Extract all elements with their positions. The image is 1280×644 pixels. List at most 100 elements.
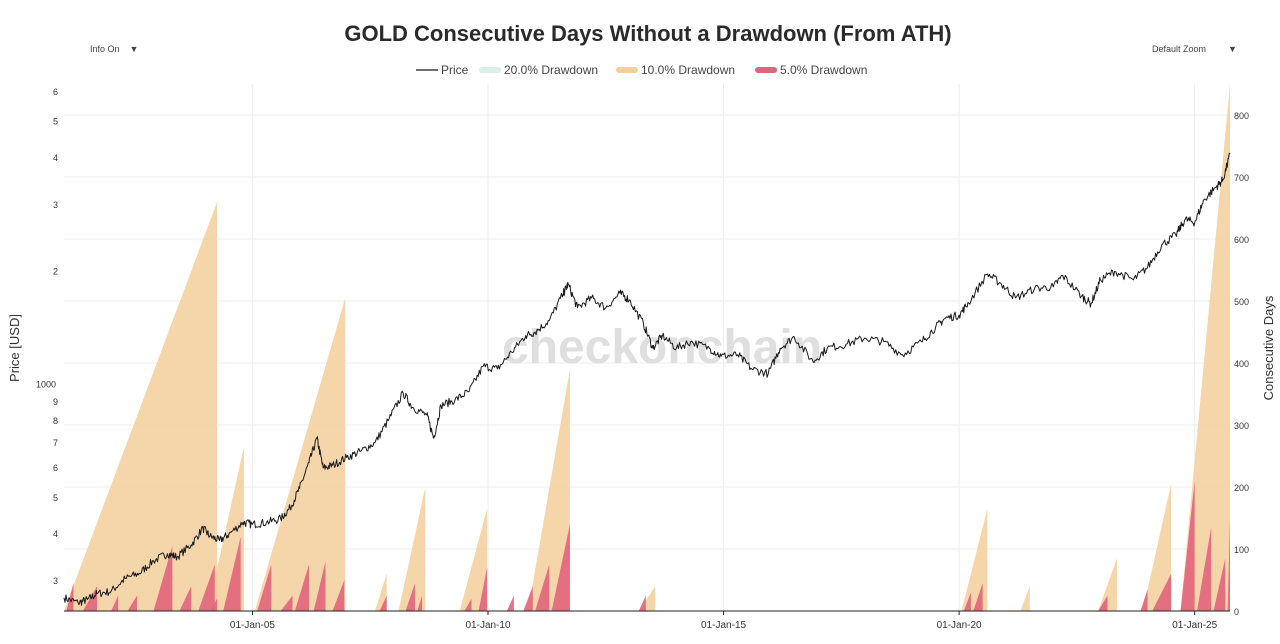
x-tick-1: 01-Jan-10 xyxy=(465,620,510,631)
drawdown-5-area-17 xyxy=(464,598,472,611)
drawdown-5-area-1 xyxy=(82,586,97,611)
drawdown-5-area-21 xyxy=(535,564,550,611)
price-layer xyxy=(63,152,1231,606)
y-left-tick-10: 4 xyxy=(53,153,58,163)
y-right-tick-3: 300 xyxy=(1234,421,1249,431)
drawdown-10-area-0 xyxy=(64,201,218,612)
drawdown-5-area-4 xyxy=(153,545,173,611)
y-right-tick-1: 100 xyxy=(1234,545,1249,555)
y-left-axis-title: Price [USD] xyxy=(7,314,22,382)
legend-dd10-swatch xyxy=(616,67,638,73)
drawdown-10-area-3 xyxy=(374,573,387,611)
legend-item-dd5[interactable]: 5.0% Drawdown xyxy=(755,63,867,77)
price-line xyxy=(63,152,1231,606)
legend: Price 20.0% Drawdown 10.0% Drawdown 5.0%… xyxy=(416,63,867,77)
y-left-tick-5: 8 xyxy=(53,416,58,426)
legend-dd20-swatch xyxy=(479,67,501,73)
y-left-tick-7: 1000 xyxy=(36,380,56,390)
y-left-tick-0: 3 xyxy=(53,576,58,586)
drawdown-5-area-24 xyxy=(963,592,971,611)
drawdown-10-area-5 xyxy=(459,508,488,611)
y-left-tick-4: 7 xyxy=(53,438,58,448)
y-left-ticks: 3 4 5 6 7 8 9 1000 2 3 4 5 6 xyxy=(36,87,58,586)
drawdown-10-area-6 xyxy=(528,369,570,611)
drawdown-5-area-14 xyxy=(379,595,387,611)
legend-dd10-label: 10.0% Drawdown xyxy=(641,63,735,77)
drawdown-5-area-23 xyxy=(638,595,646,611)
drawdown-5-area-28 xyxy=(1152,573,1172,611)
legend-dd20-label: 20.0% Drawdown xyxy=(504,63,598,77)
zoom-toggle[interactable]: Default Zoom ▼ xyxy=(1152,44,1237,54)
x-tick-0: 01-Jan-05 xyxy=(230,620,275,631)
drawdown-10-area-9 xyxy=(1020,586,1030,611)
drawdown-10-layer xyxy=(64,84,1230,612)
drawdown-5-area-5 xyxy=(179,586,192,611)
drawdown-5-area-29 xyxy=(1180,480,1195,611)
x-tick-2: 01-Jan-15 xyxy=(701,620,746,631)
drawdown-5-area-11 xyxy=(294,564,309,611)
zoom-dropdown-icon: ▼ xyxy=(1228,44,1237,54)
y-right-tick-8: 800 xyxy=(1234,111,1249,121)
drawdown-5-area-15 xyxy=(405,583,415,611)
y-left-tick-8: 2 xyxy=(53,266,58,276)
drawdown-5-area-10 xyxy=(280,595,293,611)
legend-dd5-label: 5.0% Drawdown xyxy=(780,63,867,77)
chart-title: GOLD Consecutive Days Without a Drawdown… xyxy=(344,21,951,46)
drawdown-10-area-12 xyxy=(1180,84,1230,611)
drawdown-5-area-0 xyxy=(66,583,74,611)
y-right-tick-4: 400 xyxy=(1234,359,1249,369)
y-left-tick-6: 9 xyxy=(53,397,58,407)
info-toggle-label: Info On xyxy=(90,44,120,54)
drawdown-5-area-22 xyxy=(551,524,570,611)
x-tick-4: 01-Jan-25 xyxy=(1172,620,1217,631)
drawdown-5-area-7 xyxy=(210,598,218,611)
drawdown-5-area-19 xyxy=(506,595,514,611)
legend-item-price[interactable]: Price xyxy=(416,63,469,77)
y-right-tick-6: 600 xyxy=(1234,235,1249,245)
y-left-tick-3: 6 xyxy=(53,463,58,473)
drawdown-5-area-6 xyxy=(198,564,215,611)
drawdown-5-area-18 xyxy=(478,567,488,611)
drawdown-5-area-30 xyxy=(1197,527,1212,611)
drawdown-5-area-12 xyxy=(313,561,326,611)
x-tick-3: 01-Jan-20 xyxy=(937,620,982,631)
legend-item-dd10[interactable]: 10.0% Drawdown xyxy=(616,63,735,77)
legend-item-dd20[interactable]: 20.0% Drawdown xyxy=(479,63,598,77)
drawdown-5-area-2 xyxy=(111,595,119,611)
y-right-tick-5: 500 xyxy=(1234,297,1249,307)
y-left-tick-9: 3 xyxy=(53,200,58,210)
y-right-ticks: 0 100 200 300 400 500 600 700 800 xyxy=(1234,111,1249,617)
drawdown-5-area-16 xyxy=(417,595,423,611)
y-right-tick-2: 200 xyxy=(1234,483,1249,493)
drawdown-10-area-10 xyxy=(1098,558,1117,611)
y-left-tick-2: 5 xyxy=(53,493,58,503)
drawdown-5-area-13 xyxy=(332,580,345,611)
drawdown-5-area-9 xyxy=(257,564,272,611)
legend-price-label: Price xyxy=(441,63,469,77)
info-dropdown-icon: ▼ xyxy=(129,44,139,54)
drawdown-5-area-20 xyxy=(523,586,533,611)
drawdown-5-layer xyxy=(66,480,1230,611)
drawdown-5-area-25 xyxy=(973,583,983,611)
drawdown-5-area-8 xyxy=(223,536,241,611)
y-left-tick-11: 5 xyxy=(53,117,58,127)
x-ticks: 01-Jan-05 01-Jan-10 01-Jan-15 01-Jan-20 01-J… xyxy=(230,611,1218,631)
drawdown-10-area-11 xyxy=(1142,483,1172,611)
drawdown-5-area-3 xyxy=(127,595,138,611)
watermark: checkonchain xyxy=(502,321,822,374)
y-right-tick-7: 700 xyxy=(1234,173,1249,183)
drawdown-10-area-2 xyxy=(254,297,346,611)
info-toggle[interactable]: Info On ▼ xyxy=(90,44,138,54)
drawdown-5-area-31 xyxy=(1213,558,1226,611)
drawdown-5-area-27 xyxy=(1140,589,1148,611)
y-left-tick-1: 4 xyxy=(53,529,58,539)
drawdown-5-area-32 xyxy=(1227,518,1230,611)
gridlines xyxy=(64,84,1230,612)
y-right-axis-title: Consecutive Days xyxy=(1261,295,1276,400)
drawdown-5-area-26 xyxy=(1098,595,1108,611)
zoom-toggle-label: Default Zoom xyxy=(1152,44,1207,54)
drawdown-10-area-4 xyxy=(398,487,426,611)
drawdown-10-area-8 xyxy=(961,508,988,611)
y-left-tick-12: 6 xyxy=(53,87,58,97)
